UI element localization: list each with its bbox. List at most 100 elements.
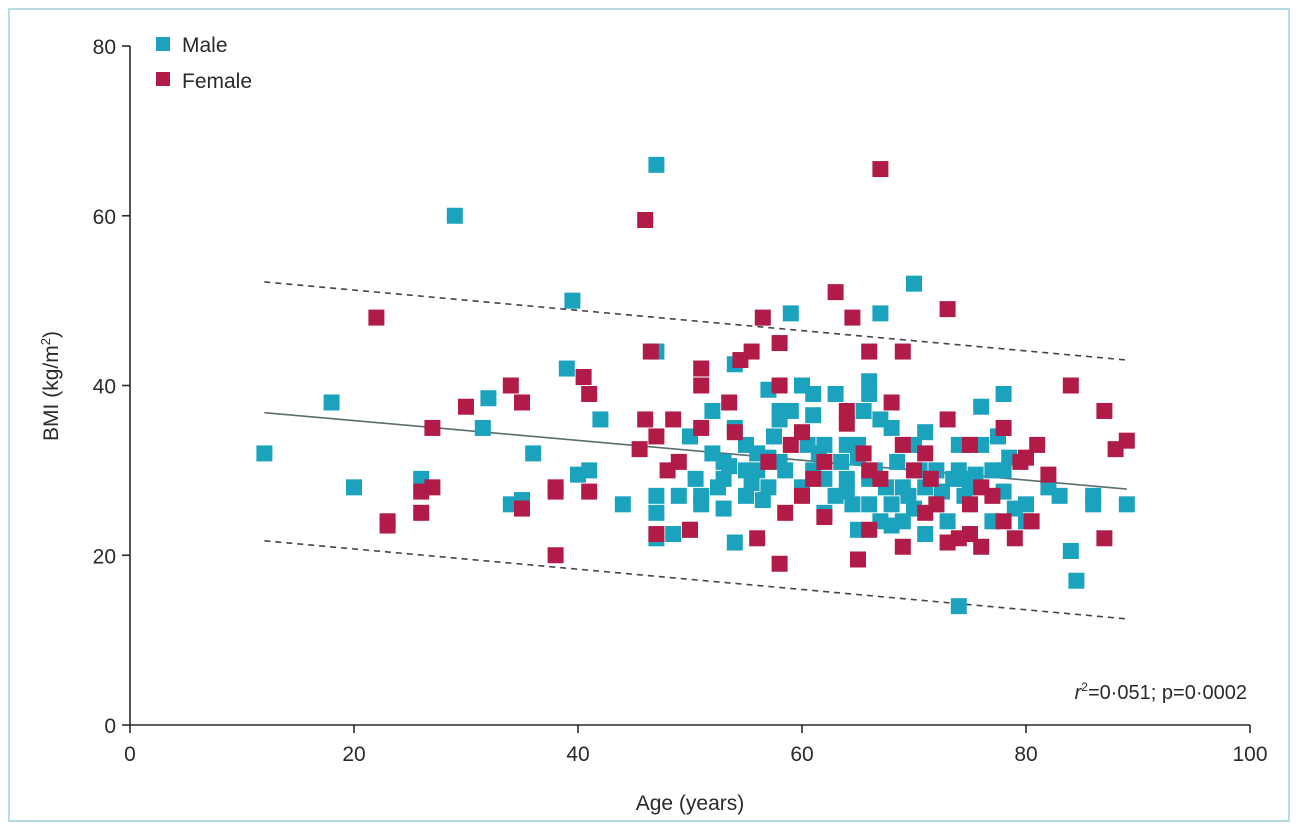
point-female <box>631 441 648 458</box>
point-female <box>883 394 900 411</box>
point-male <box>827 385 844 402</box>
point-female <box>917 445 934 462</box>
point-male <box>805 407 822 424</box>
point-female <box>514 500 530 517</box>
point-female <box>861 521 878 538</box>
point-female <box>693 419 710 436</box>
upper-prediction-bound <box>264 281 1127 361</box>
point-male <box>687 470 704 487</box>
point-female <box>413 504 430 521</box>
point-male <box>525 445 542 462</box>
point-male <box>872 305 889 322</box>
x-tick-label: 40 <box>566 743 589 766</box>
point-male <box>592 411 609 428</box>
point-male <box>777 462 794 479</box>
point-female <box>855 445 872 462</box>
point-male <box>805 385 822 402</box>
point-female <box>721 394 738 411</box>
point-female <box>1040 466 1057 483</box>
point-male <box>917 526 934 543</box>
point-female <box>777 504 794 521</box>
point-male <box>950 598 967 615</box>
point-male <box>1062 543 1079 560</box>
point-female <box>1029 436 1046 453</box>
point-male <box>558 360 575 377</box>
point-female <box>827 284 844 301</box>
point-male <box>754 492 771 509</box>
point-male <box>704 402 721 419</box>
axes <box>129 46 1250 726</box>
point-female <box>379 517 396 534</box>
point-female <box>514 394 530 411</box>
point-female <box>922 470 939 487</box>
y-tick-label: 80 <box>93 36 116 59</box>
point-female <box>648 428 665 445</box>
x-tick-label: 0 <box>124 743 136 766</box>
point-male <box>564 292 581 309</box>
point-female <box>575 369 592 386</box>
point-female <box>1096 530 1113 547</box>
point-male <box>995 385 1012 402</box>
point-female <box>906 462 922 479</box>
point-male <box>844 496 861 513</box>
point-female <box>838 402 855 419</box>
point-male <box>614 496 631 513</box>
y-tick-label: 0 <box>104 715 116 738</box>
annotation-r-symbol: r <box>1075 682 1083 704</box>
point-female <box>648 526 665 543</box>
point-female <box>637 211 654 228</box>
point-male <box>838 483 855 500</box>
point-female <box>1018 449 1034 466</box>
point-male <box>648 504 665 521</box>
point-female <box>760 453 777 470</box>
point-male <box>648 156 665 173</box>
point-female <box>642 343 659 360</box>
legend-label-male: Male <box>182 34 228 57</box>
point-female <box>581 483 598 500</box>
point-male <box>760 479 777 496</box>
axis-ticks: 0 20 40 60 80 100 0 20 40 60 80 <box>93 36 1268 766</box>
point-female <box>771 377 788 394</box>
point-female <box>939 301 956 318</box>
point-male <box>782 402 799 419</box>
point-male <box>838 470 855 487</box>
point-male <box>721 458 738 475</box>
legend-label-female: Female <box>182 70 252 93</box>
point-male <box>816 436 833 453</box>
point-male <box>883 419 900 436</box>
point-female <box>682 521 698 538</box>
point-female <box>1096 402 1113 419</box>
point-female <box>424 479 441 496</box>
point-female <box>805 470 822 487</box>
point-female <box>838 415 855 432</box>
point-male <box>833 453 850 470</box>
point-male <box>1118 496 1135 513</box>
point-female <box>894 436 911 453</box>
point-male <box>715 500 732 517</box>
point-male <box>906 275 922 292</box>
point-male <box>1018 496 1034 513</box>
point-male <box>665 526 682 543</box>
point-male <box>1085 496 1102 513</box>
legend-swatch-male <box>156 37 170 51</box>
point-male <box>883 496 900 513</box>
point-male <box>346 479 362 496</box>
point-female <box>816 453 833 470</box>
point-male <box>900 487 917 504</box>
point-male <box>726 534 743 551</box>
point-female <box>424 419 441 436</box>
point-male <box>939 513 956 530</box>
point-female <box>962 496 978 513</box>
point-male <box>894 513 911 530</box>
point-male <box>766 428 782 445</box>
point-male <box>743 475 760 492</box>
point-male <box>670 487 687 504</box>
point-female <box>928 496 945 513</box>
point-male <box>889 453 906 470</box>
point-female <box>581 385 598 402</box>
point-female <box>1006 530 1023 547</box>
point-male <box>782 305 799 322</box>
point-female <box>637 411 654 428</box>
x-tick-label: 80 <box>1014 743 1037 766</box>
point-female <box>816 509 833 526</box>
